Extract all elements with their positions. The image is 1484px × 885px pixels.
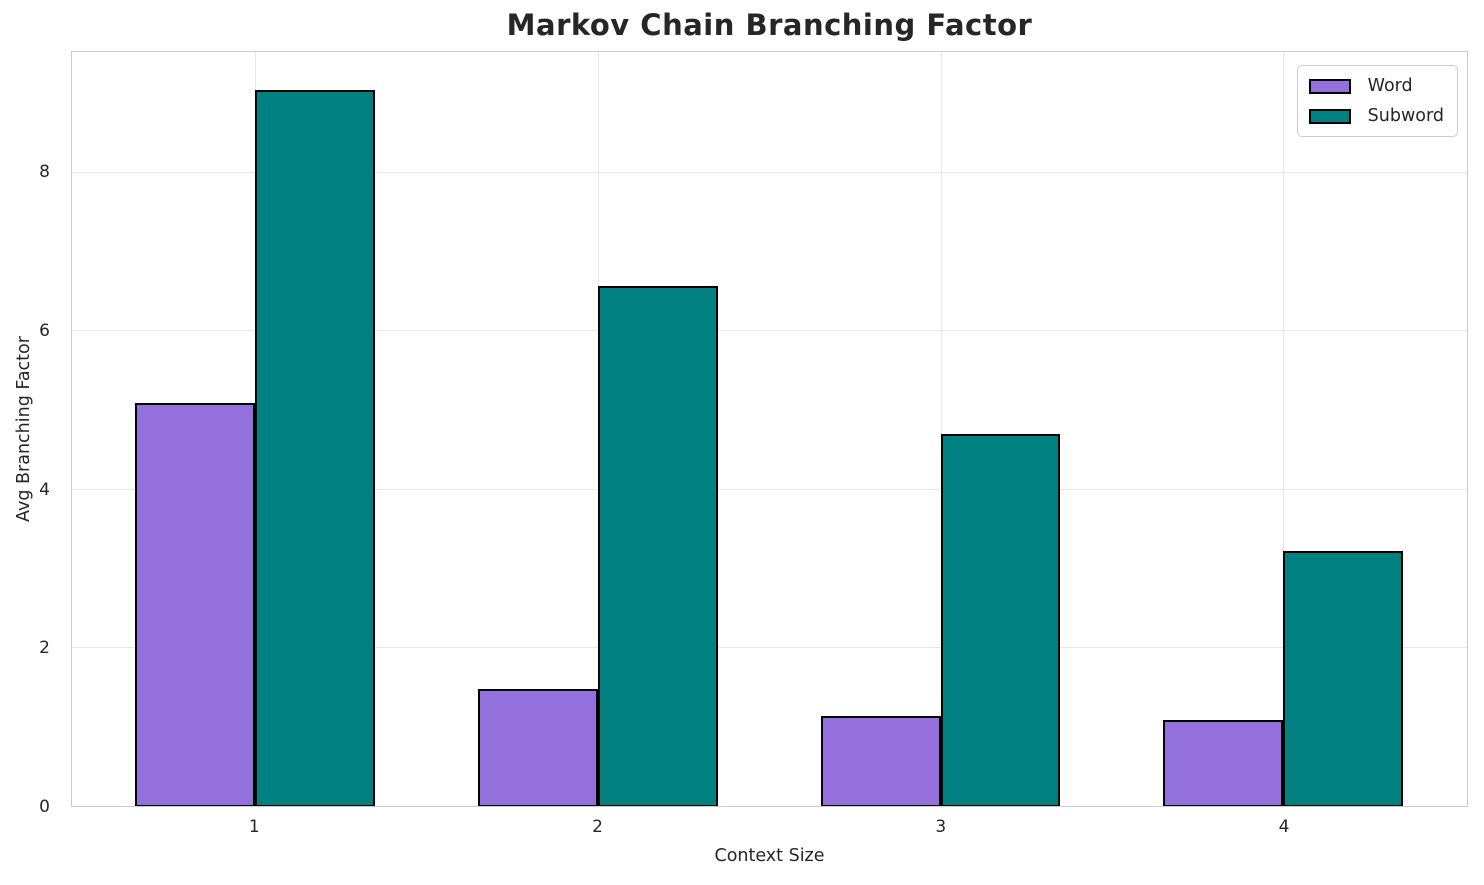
chart-title: Markov Chain Branching Factor xyxy=(506,8,1033,42)
bar-subword-4 xyxy=(1283,551,1404,806)
bar-word-3 xyxy=(820,715,941,806)
x-tick-1: 1 xyxy=(248,817,260,837)
bar-word-2 xyxy=(477,688,598,806)
y-tick-0: 0 xyxy=(39,797,50,817)
gridline-y-4 xyxy=(72,488,1467,490)
gridline-y-6 xyxy=(72,330,1467,332)
x-axis: 1 2 3 4 xyxy=(71,807,1468,843)
y-tick-8: 8 xyxy=(39,162,50,183)
legend-item-word: Word xyxy=(1308,75,1444,97)
legend-label-word: Word xyxy=(1367,76,1413,96)
gridline-x-3 xyxy=(940,52,942,806)
bar-word-1 xyxy=(135,402,256,806)
y-tick-2: 2 xyxy=(39,638,50,659)
bar-word-4 xyxy=(1163,719,1284,806)
bar-subword-2 xyxy=(597,286,718,806)
gridline-x-4 xyxy=(1283,52,1285,806)
legend-swatch-subword xyxy=(1308,108,1351,124)
x-axis-label: Context Size xyxy=(714,846,825,866)
legend-swatch-word xyxy=(1308,78,1351,94)
legend: Word Subword xyxy=(1296,65,1458,137)
gridline-y-2 xyxy=(72,646,1467,648)
bar-subword-3 xyxy=(940,434,1061,806)
legend-item-subword: Subword xyxy=(1308,105,1444,127)
x-tick-3: 3 xyxy=(935,817,947,837)
gridline-y-8 xyxy=(72,172,1467,174)
bar-subword-1 xyxy=(255,89,375,806)
y-tick-6: 6 xyxy=(39,321,50,342)
y-axis: 0 2 4 6 8 xyxy=(0,51,62,817)
x-tick-4: 4 xyxy=(1278,817,1290,837)
x-tick-2: 2 xyxy=(592,817,603,837)
plot-area: Word Subword xyxy=(71,51,1468,807)
legend-label-subword: Subword xyxy=(1367,106,1444,126)
y-tick-4: 4 xyxy=(39,479,50,500)
